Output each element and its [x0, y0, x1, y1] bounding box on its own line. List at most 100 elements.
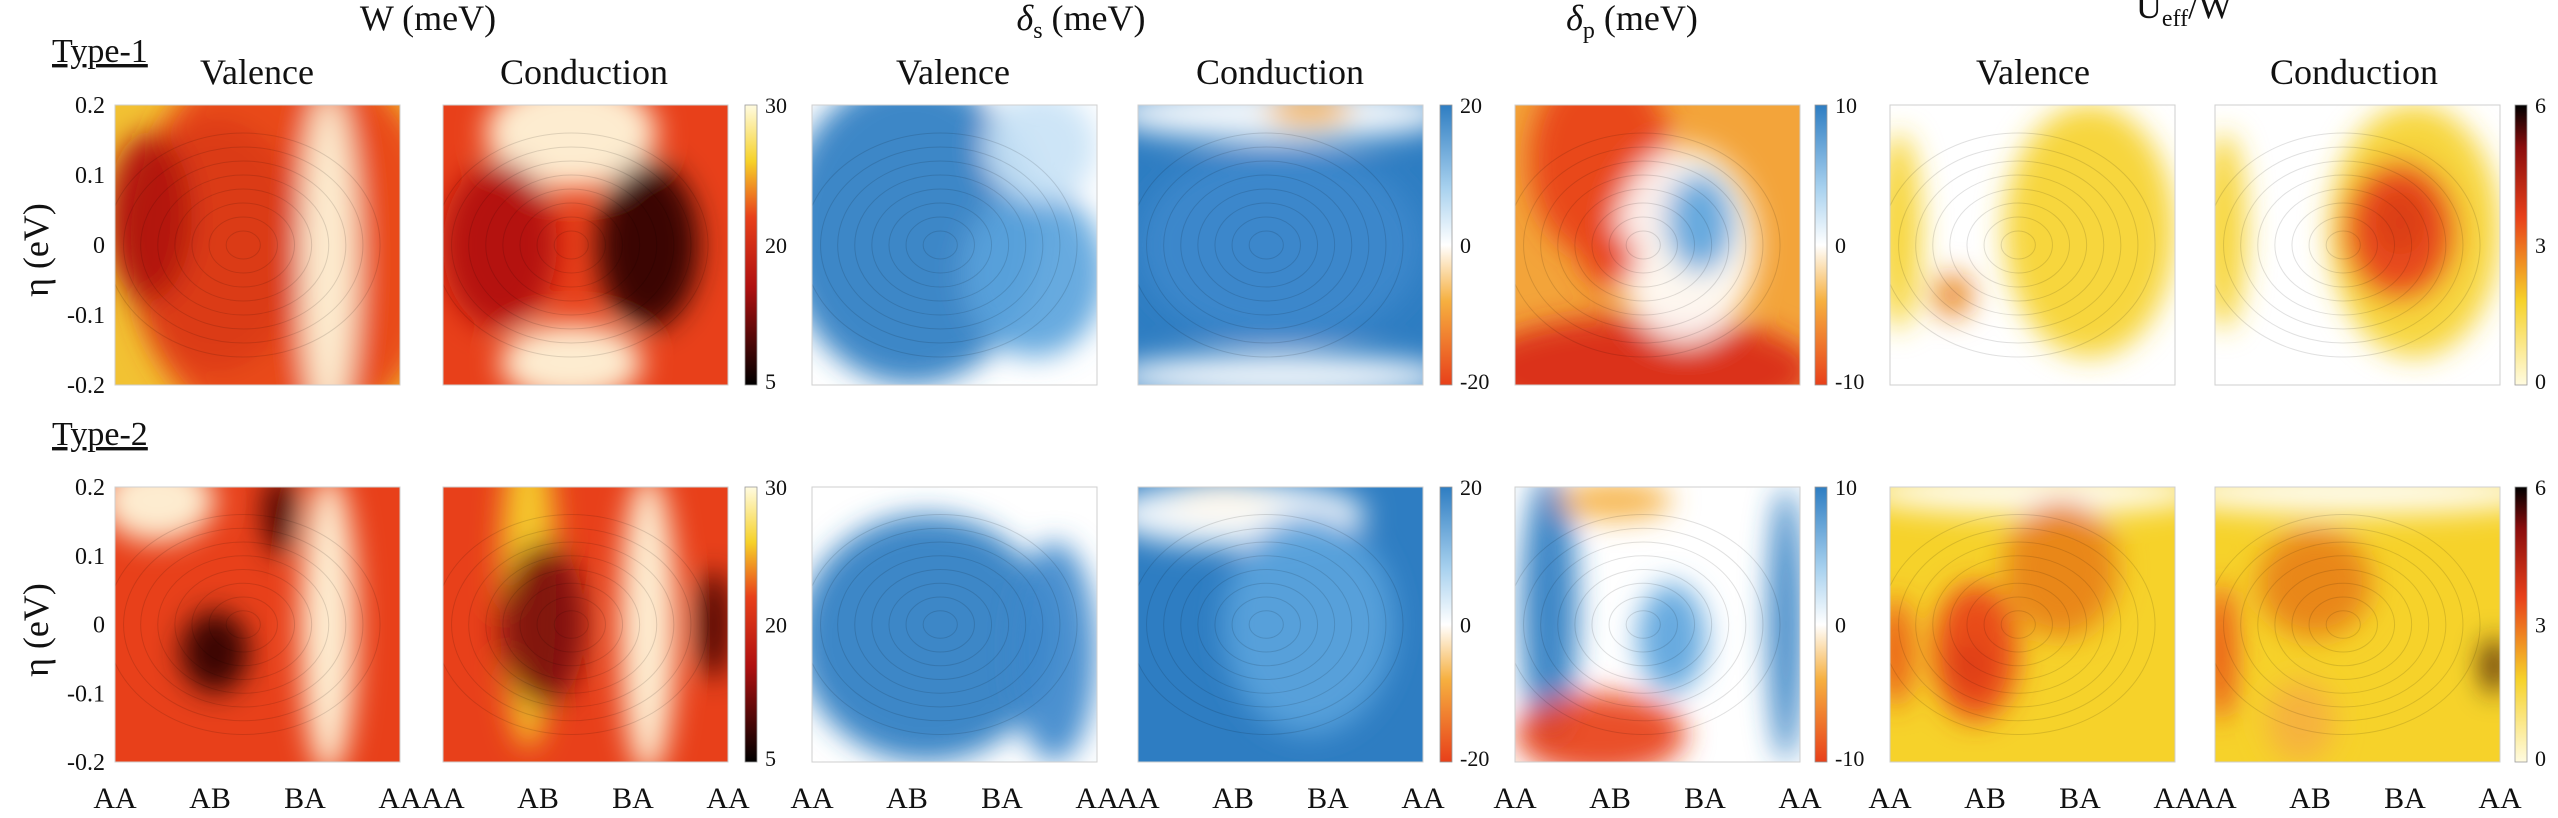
row-label-type-2: Type-2: [52, 416, 148, 453]
x-tick-label: AB: [1212, 782, 1254, 815]
contour-line: [2308, 596, 2378, 653]
contour-line: [1523, 527, 1764, 722]
contour-line: [1557, 174, 1730, 316]
contour-line: [123, 527, 364, 722]
colorbar-tick-label: 20: [765, 613, 787, 638]
y-tick-label: 0.1: [75, 544, 105, 570]
x-tick-label: BA: [612, 782, 654, 815]
title-w: W (meV): [360, 0, 496, 38]
colorbar-tick-label: 30: [765, 475, 787, 500]
x-tick-label: AA: [1778, 782, 1822, 815]
panel-frame: [1137, 104, 1424, 386]
contour-line: [1231, 216, 1301, 274]
contour-line: [812, 132, 1078, 358]
contour-line: [837, 541, 1044, 708]
contour-line: [191, 202, 296, 288]
x-tick-label: AA: [93, 782, 137, 815]
heatmap-region: [180, 610, 249, 694]
heatmap-panel: W (meV) — Type-1 Conduction: [442, 104, 729, 386]
contour-line: [1949, 569, 2088, 680]
contour-line: [1890, 514, 2156, 735]
heatmap-region: [1890, 597, 1910, 707]
contour-line: [2223, 527, 2464, 722]
colorbar-tick-label: 10: [1835, 93, 1857, 118]
colorbar: [2514, 486, 2528, 763]
contour-line: [1966, 582, 2071, 667]
x-tick-label: AB: [1964, 782, 2006, 815]
x-tick-label: BA: [2059, 782, 2101, 815]
contour-line: [115, 132, 381, 358]
contour-line: [1625, 230, 1661, 260]
contour-line: [922, 610, 958, 639]
contour-line: [1966, 202, 2071, 288]
contour-line: [519, 582, 624, 667]
y-tick-label: 0.2: [75, 475, 105, 501]
contour-line: [1949, 188, 2088, 302]
contour-line: [1557, 555, 1730, 694]
contour-line: [502, 188, 641, 302]
contour-line: [443, 132, 709, 358]
colorbar-tick-label: 0: [1835, 613, 1846, 638]
contour-line: [1248, 610, 1284, 639]
colorbar-tick-label: 3: [2535, 613, 2546, 638]
contour-line: [1163, 541, 1370, 708]
contour-line: [485, 174, 658, 316]
contour-line: [2325, 610, 2361, 639]
contour-line: [519, 202, 624, 288]
contour-line: [1574, 188, 1713, 302]
x-tick-label: BA: [1307, 782, 1349, 815]
colorbar-tick-label: -10: [1835, 369, 1864, 394]
heatmap-region: [1011, 542, 1097, 762]
x-tick-label: BA: [284, 782, 326, 815]
contour-line: [2274, 188, 2413, 302]
contour-line: [1983, 216, 2053, 274]
colorbar-tick-label: 0: [1835, 233, 1846, 258]
contour-line: [553, 230, 589, 260]
heatmap-region: [963, 189, 1097, 357]
contour-line: [888, 582, 993, 667]
contour-line: [1231, 596, 1301, 653]
panel-frame: [2214, 104, 2501, 386]
panel-frame: [114, 486, 401, 763]
contour-line: [1214, 582, 1319, 667]
contour-line: [2291, 582, 2396, 667]
y-tick-label: -0.2: [67, 750, 105, 776]
contour-line: [1608, 216, 1678, 274]
heatmap-region: [300, 487, 358, 762]
panel-frame: [442, 486, 729, 763]
x-tick-label: AB: [1589, 782, 1631, 815]
heatmap-region: [2343, 161, 2458, 301]
band-label-u-valence: Valence: [1976, 52, 2090, 92]
contour-line: [208, 596, 278, 653]
contour-line: [837, 160, 1044, 330]
x-tick-label: AA: [2193, 782, 2237, 815]
x-tick-label: AA: [421, 782, 465, 815]
heatmap-region: [485, 105, 657, 189]
contour-line: [1625, 610, 1661, 639]
panel-frame: [811, 486, 1098, 763]
contour-line: [1523, 146, 1764, 344]
heatmap-region: [1666, 172, 1735, 273]
contour-line: [140, 160, 347, 330]
contour-line: [1932, 174, 2105, 316]
contour-line: [1591, 582, 1696, 667]
contour-line: [468, 160, 675, 330]
heatmap-region: [1138, 354, 1423, 385]
contour-line: [208, 216, 278, 274]
contour-line: [1214, 202, 1319, 288]
colorbar-tick-label: 3: [2535, 233, 2546, 258]
contour-line: [2257, 555, 2430, 694]
colorbar-tick-label: 20: [765, 233, 787, 258]
contour-line: [905, 596, 975, 653]
contour-line: [1915, 160, 2122, 330]
heatmap-panel: W (meV) — Type-2 Conduction: [442, 486, 729, 763]
y-tick-label: 0: [93, 233, 105, 259]
contour-line: [2215, 514, 2481, 735]
heatmap-region: [696, 569, 728, 680]
contour-line: [225, 610, 261, 639]
contour-line: [888, 202, 993, 288]
x-tick-label: AA: [1075, 782, 1119, 815]
heatmap-region: [596, 161, 700, 329]
contour-line: [502, 569, 641, 680]
